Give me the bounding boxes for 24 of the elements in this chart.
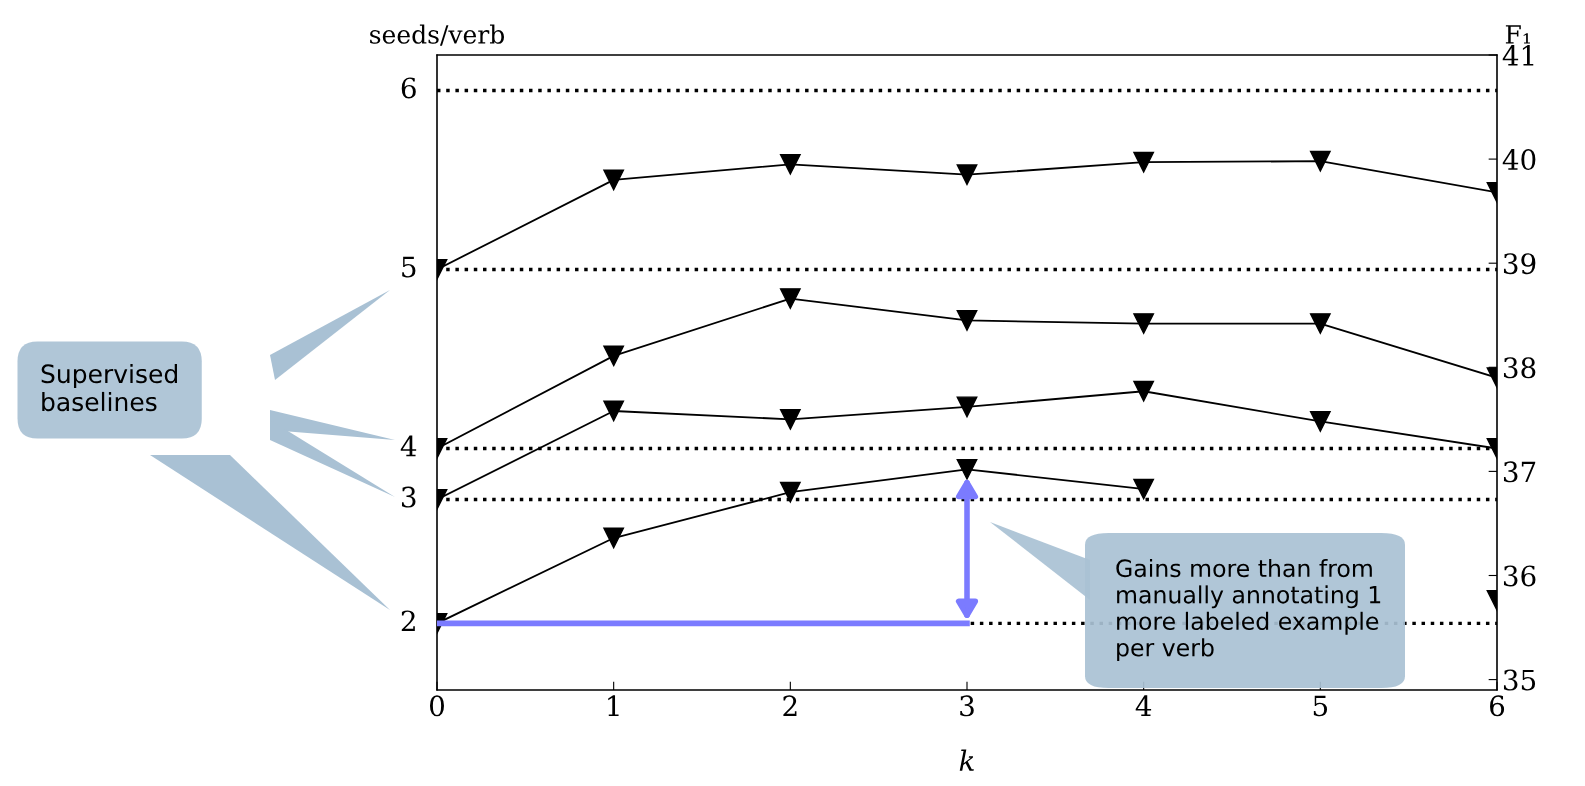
x-tick-label: 5	[1313, 695, 1328, 717]
x-tick-label: 0	[429, 695, 444, 717]
text: 3	[402, 486, 416, 508]
y2-tick-label: 38	[1503, 357, 1536, 379]
y-axis-title: seeds/verb	[370, 24, 505, 46]
x-axis-title: k	[959, 749, 974, 771]
text: 2	[401, 610, 415, 632]
y2-tick-label: 35	[1503, 669, 1536, 691]
text: 5	[402, 256, 416, 278]
y2-tick-label: 41	[1502, 44, 1534, 66]
y2-tick-label: 36	[1503, 565, 1536, 587]
x-tick-label: 1	[608, 695, 619, 716]
annotation: Gains more than from manually annotating 1 more labeled example per verb	[1116, 558, 1381, 662]
text: 6	[401, 77, 416, 99]
x-tick-label: 3	[960, 695, 974, 717]
y2-tick-label: 40	[1502, 149, 1536, 171]
y2-axis-title: F₁	[1505, 25, 1530, 44]
y2-tick-label: 39	[1503, 253, 1536, 275]
y2-tick-label: 37	[1503, 461, 1536, 483]
x-tick-label: 4	[1135, 695, 1152, 716]
text: 4	[400, 435, 417, 457]
x-tick-label: 2	[783, 695, 797, 716]
x-tick-label: 6	[1490, 695, 1505, 717]
text: Supervised baselines	[41, 363, 177, 412]
